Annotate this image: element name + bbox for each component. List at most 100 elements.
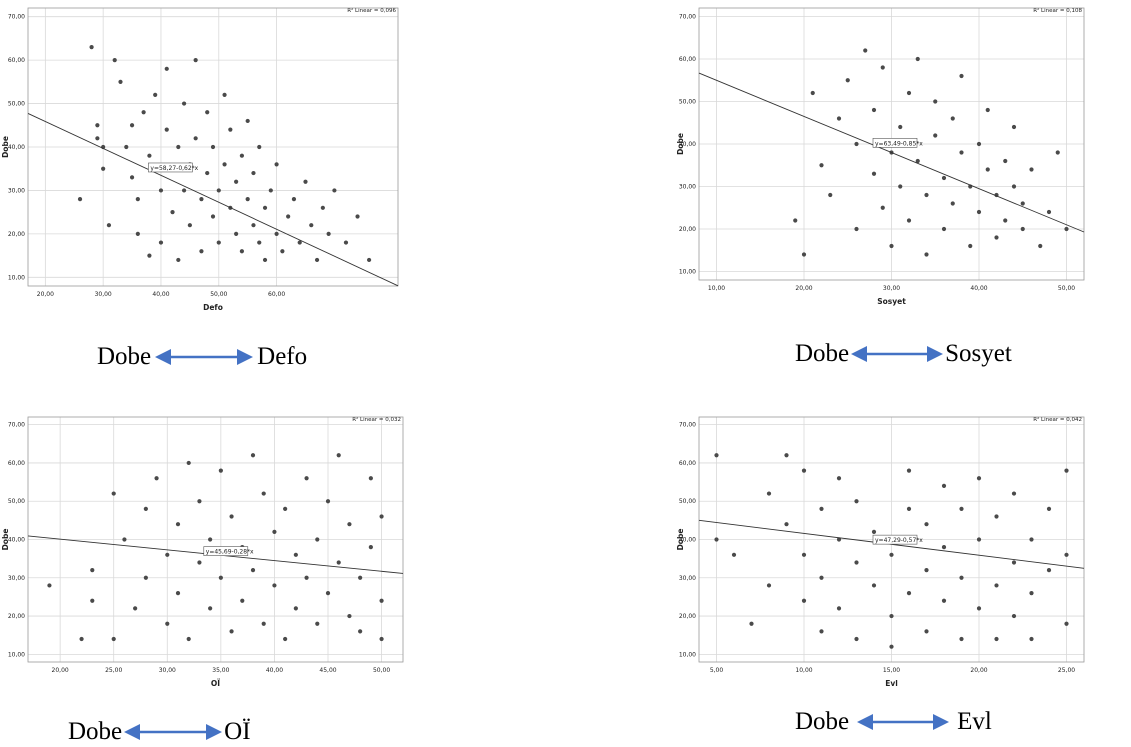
data-point	[379, 598, 384, 603]
data-point	[90, 598, 95, 603]
x-tick-label: 20,00	[37, 291, 54, 298]
data-point	[871, 107, 877, 113]
data-point	[199, 197, 204, 202]
data-point	[47, 583, 52, 588]
data-point	[170, 210, 175, 215]
data-point	[239, 153, 245, 158]
data-point	[976, 476, 982, 481]
data-point	[293, 552, 298, 557]
data-point	[994, 583, 999, 588]
data-point	[222, 92, 227, 97]
data-point	[143, 506, 148, 511]
data-point	[845, 78, 850, 83]
data-point	[210, 144, 216, 150]
data-point	[1011, 184, 1017, 189]
data-point	[111, 636, 116, 642]
data-point	[164, 66, 169, 71]
y-tick-label: 70,00	[8, 14, 25, 21]
data-point	[283, 636, 288, 642]
data-point	[950, 201, 955, 206]
data-point	[343, 240, 349, 245]
y-tick-label: 40,00	[679, 537, 696, 544]
x-axis-label: Evl	[885, 679, 898, 688]
data-point	[112, 58, 117, 63]
x-axis-label: Sosyet	[877, 297, 906, 306]
data-point	[122, 537, 127, 542]
caption-left-label: Dobe	[97, 343, 152, 370]
equation-box	[203, 546, 249, 556]
y-tick-label: 60,00	[8, 460, 25, 467]
data-point	[262, 205, 268, 210]
data-point	[297, 240, 302, 245]
data-point	[205, 110, 210, 115]
data-point	[181, 188, 187, 193]
data-point	[158, 240, 164, 245]
data-point	[205, 170, 210, 176]
y-tick-label: 10,00	[8, 651, 25, 658]
regression-line	[27, 113, 399, 287]
equation-label: y=47,29-0,57*x	[875, 537, 923, 544]
data-point	[186, 460, 191, 466]
chart-svg-defo: 20,00 30,00 40,00 50,00 60,00 10,00 20,00 30,00…	[1, 7, 399, 312]
data-point	[1029, 590, 1034, 596]
data-point	[118, 79, 123, 84]
data-point	[187, 223, 192, 228]
data-point	[915, 56, 920, 62]
data-point	[854, 226, 859, 232]
data-point	[283, 506, 288, 511]
data-point	[245, 197, 250, 202]
data-point	[175, 590, 181, 596]
data-point	[1011, 613, 1017, 619]
data-point	[994, 514, 999, 519]
data-point	[1064, 621, 1069, 626]
x-tick-label: 20,00	[52, 667, 69, 674]
x-tick-label: 35,00	[212, 667, 229, 674]
data-point	[336, 560, 341, 565]
data-point	[819, 163, 824, 168]
data-point	[154, 476, 159, 481]
x-tick-label: 10,00	[795, 667, 812, 674]
data-point	[836, 476, 842, 481]
scatter-chart-sosyet: 10,00 20,00 30,00 40,00 50,00 10,00 20,00 30,00…	[675, 0, 1095, 320]
data-point	[208, 537, 213, 542]
caption-dobe-defo: Dobe Defo	[97, 343, 307, 371]
double-arrow-icon	[857, 714, 950, 730]
data-point	[941, 545, 947, 550]
data-point	[95, 123, 100, 128]
data-point	[133, 606, 138, 611]
data-point	[793, 218, 798, 223]
r-squared-label: R² Linear = 0,032	[352, 416, 401, 423]
data-point	[941, 598, 947, 603]
data-point	[924, 568, 929, 573]
data-point	[261, 491, 266, 496]
data-point	[135, 197, 140, 202]
data-point	[143, 575, 148, 580]
scatter-chart-oi: 20,00 25,00 30,00 35,00 40,00 45,00 50,00 10,00…	[0, 405, 410, 715]
data-point	[784, 522, 789, 527]
data-point	[261, 621, 266, 626]
data-point	[1020, 201, 1025, 206]
data-point	[147, 153, 152, 158]
data-point	[1064, 226, 1069, 232]
data-point	[111, 491, 116, 496]
y-tick-label: 20,00	[8, 231, 25, 238]
data-point	[836, 537, 842, 542]
data-point	[880, 65, 885, 70]
data-point	[293, 606, 298, 611]
data-point	[141, 110, 146, 115]
chart-svg-oi: 20,00 25,00 30,00 35,00 40,00 45,00 50,00 10,00…	[1, 416, 404, 688]
data-point	[303, 179, 308, 184]
data-point	[320, 205, 325, 210]
y-tick-label: 30,00	[8, 575, 25, 582]
plot-frame	[698, 7, 1085, 281]
y-tick-label: 10,00	[8, 274, 25, 281]
data-point	[90, 568, 95, 573]
data-point	[268, 188, 273, 193]
equation-label: y=45,69-0,28*x	[206, 549, 254, 556]
data-point	[941, 226, 947, 232]
equation-box	[872, 138, 918, 148]
y-tick-label: 50,00	[8, 498, 25, 505]
data-point	[193, 58, 198, 63]
data-point	[801, 468, 807, 473]
data-point	[1003, 218, 1008, 223]
